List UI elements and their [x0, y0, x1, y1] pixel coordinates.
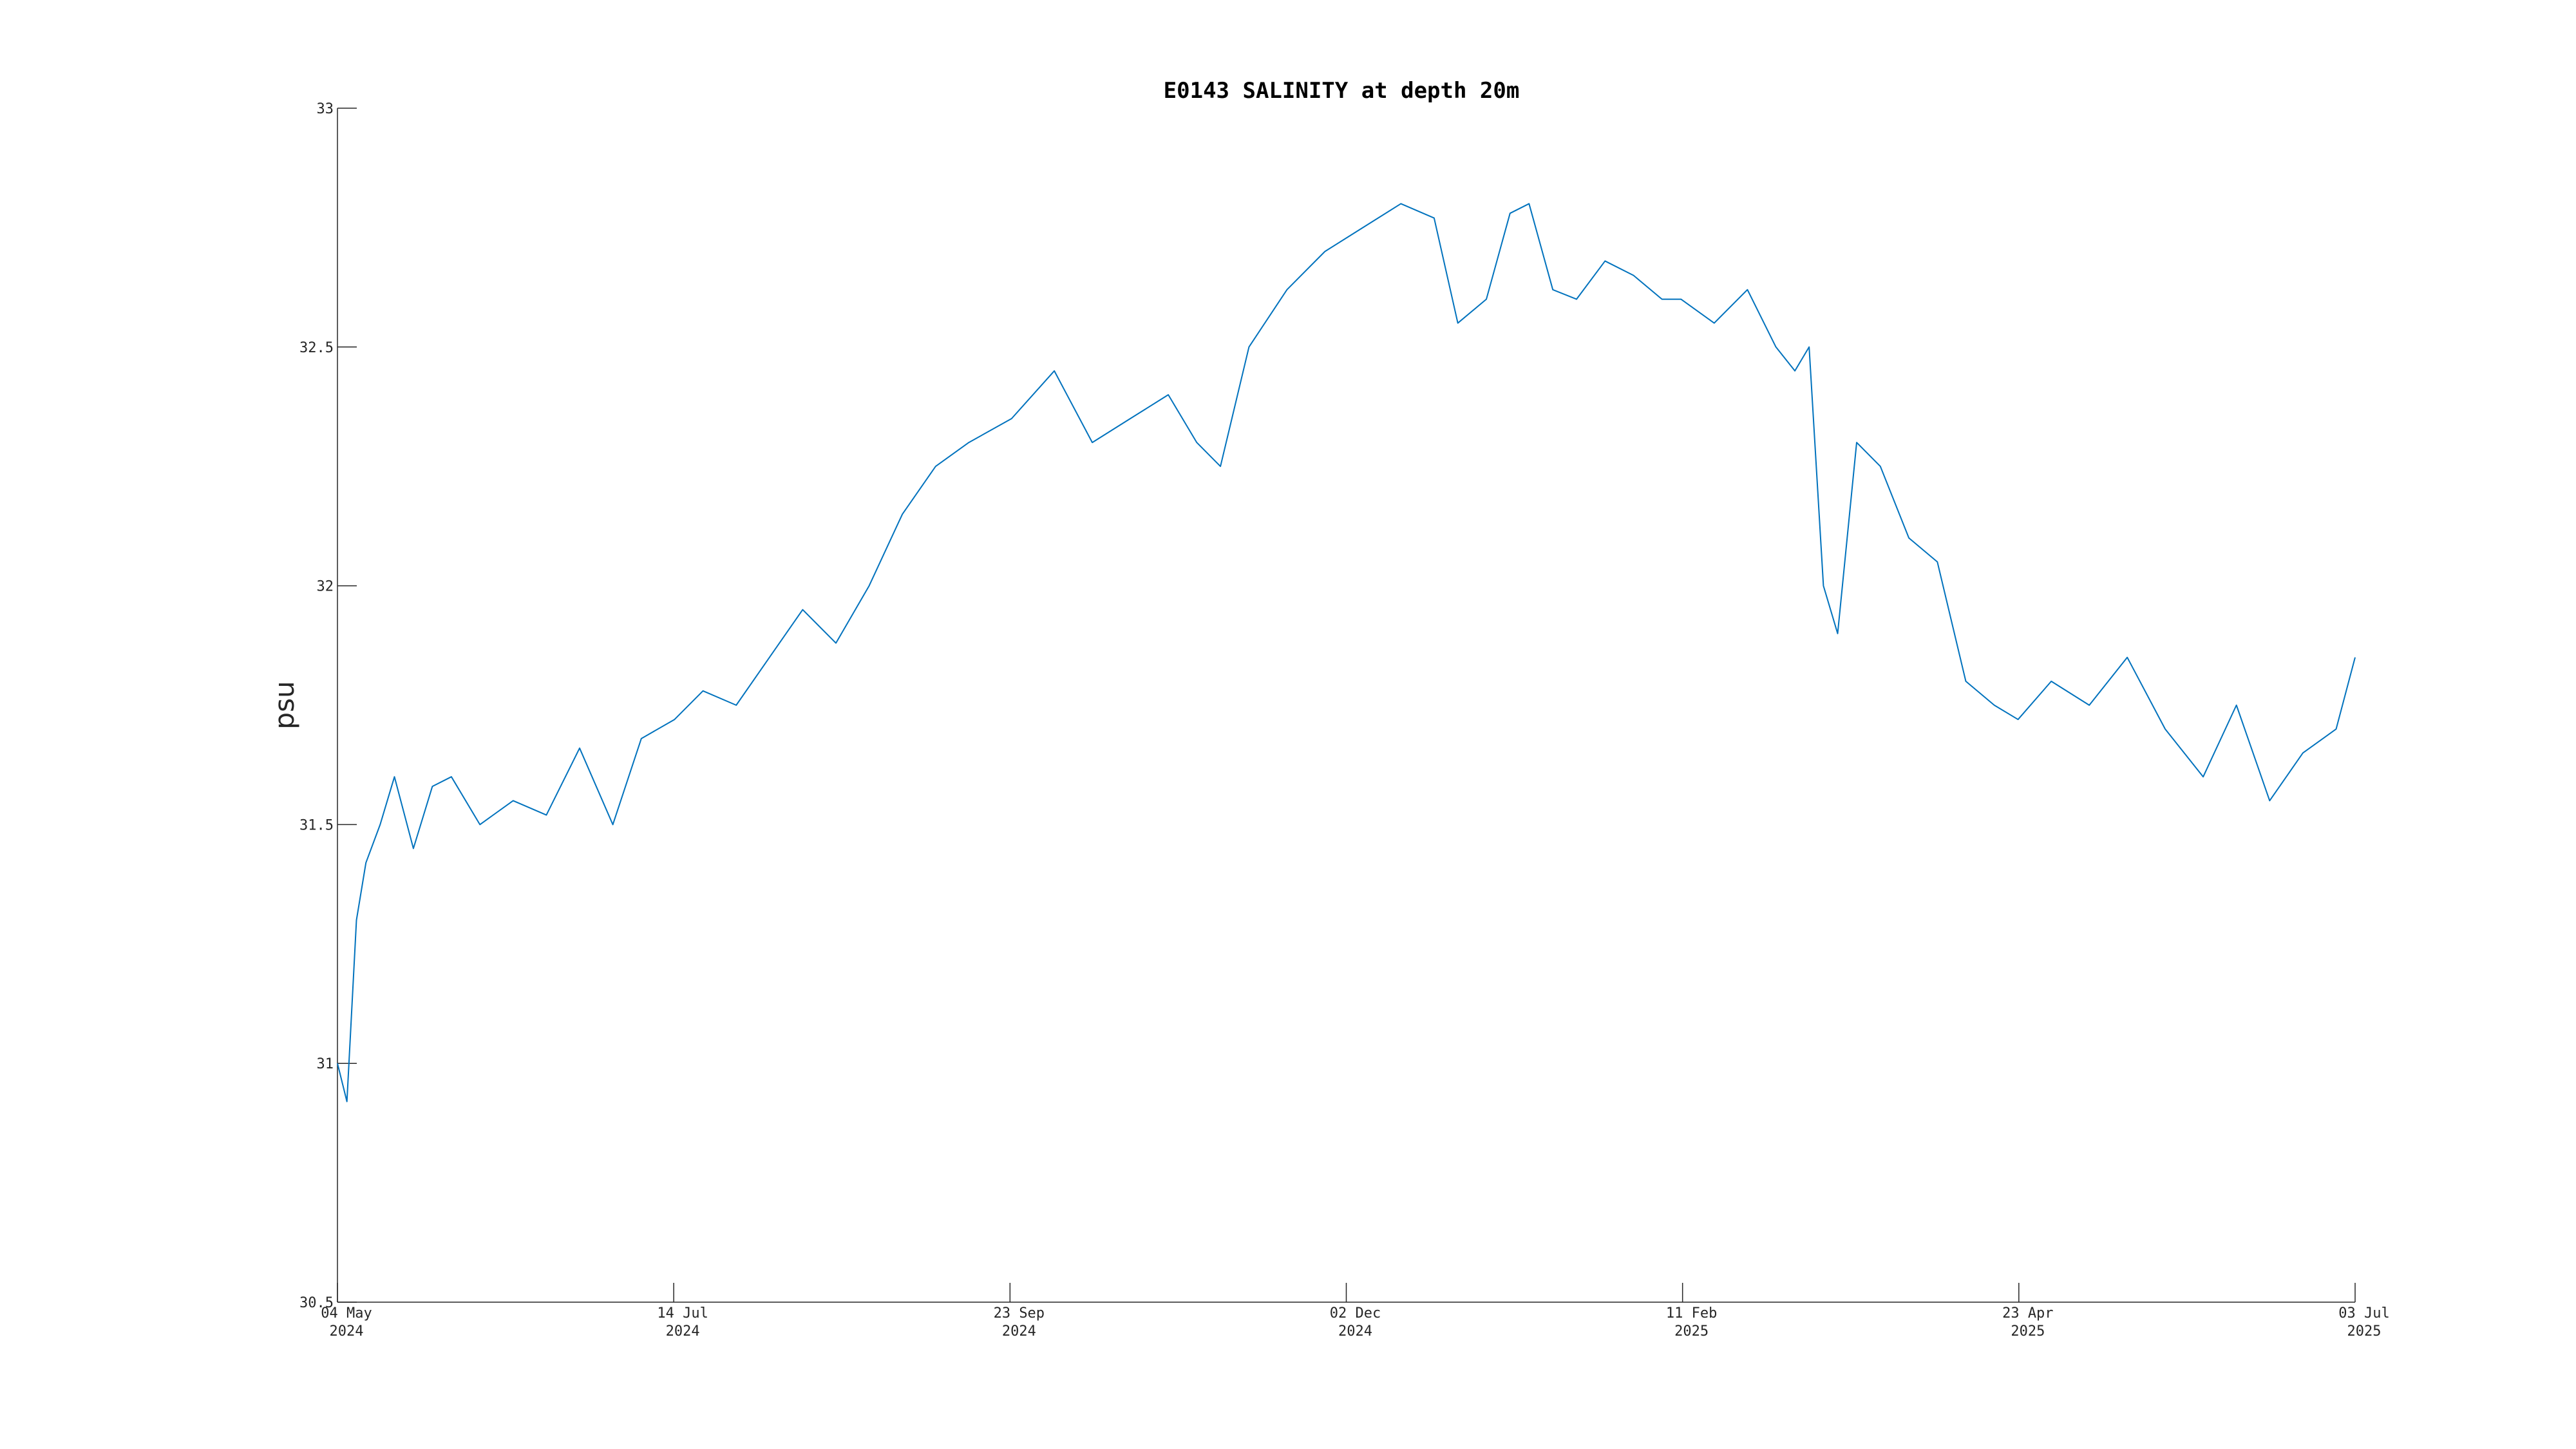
y-tick-label: 32 [317, 579, 334, 595]
y-tick-label: 32.5 [299, 340, 334, 356]
plot-area [337, 203, 2356, 1103]
x-tick-label-year: 2025 [2347, 1323, 2382, 1340]
x-tick-label-year: 2025 [1674, 1323, 1709, 1340]
x-tick-label-date: 23 Apr [2002, 1305, 2053, 1321]
y-tick-label: 30.5 [299, 1295, 334, 1311]
x-tick-label-year: 2024 [1338, 1323, 1372, 1340]
y-tick-label: 31.5 [299, 817, 334, 833]
x-tick-label-year: 2024 [330, 1323, 364, 1340]
x-ticks: 04 May 2024 14 Jul 2024 23 Sep 2024 02 Dec 2024… [321, 1283, 2390, 1340]
x-tick-label-date: 23 Sep [994, 1305, 1045, 1321]
y-tick-label: 33 [317, 101, 334, 117]
x-tick-label-date: 03 Jul [2338, 1305, 2389, 1321]
x-tick-label-year: 2024 [666, 1323, 700, 1340]
y-tick-label: 31 [317, 1056, 334, 1072]
salinity-series-line [337, 203, 2356, 1103]
x-tick-label-date: 11 Feb [1666, 1305, 1717, 1321]
x-tick-label-date: 14 Jul [657, 1305, 708, 1321]
y-ticks: 30.5 31 31.5 32 32.5 33 [299, 101, 357, 1311]
x-tick-label-year: 2025 [2011, 1323, 2045, 1340]
x-tick-label-date: 02 Dec [1330, 1305, 1381, 1321]
x-tick-label-date: 04 May [321, 1305, 372, 1321]
chart-title: E0143 SALINITY at depth 20m [1164, 78, 1520, 104]
x-tick-label-year: 2024 [1002, 1323, 1036, 1340]
y-axis-label: psu [269, 681, 300, 729]
